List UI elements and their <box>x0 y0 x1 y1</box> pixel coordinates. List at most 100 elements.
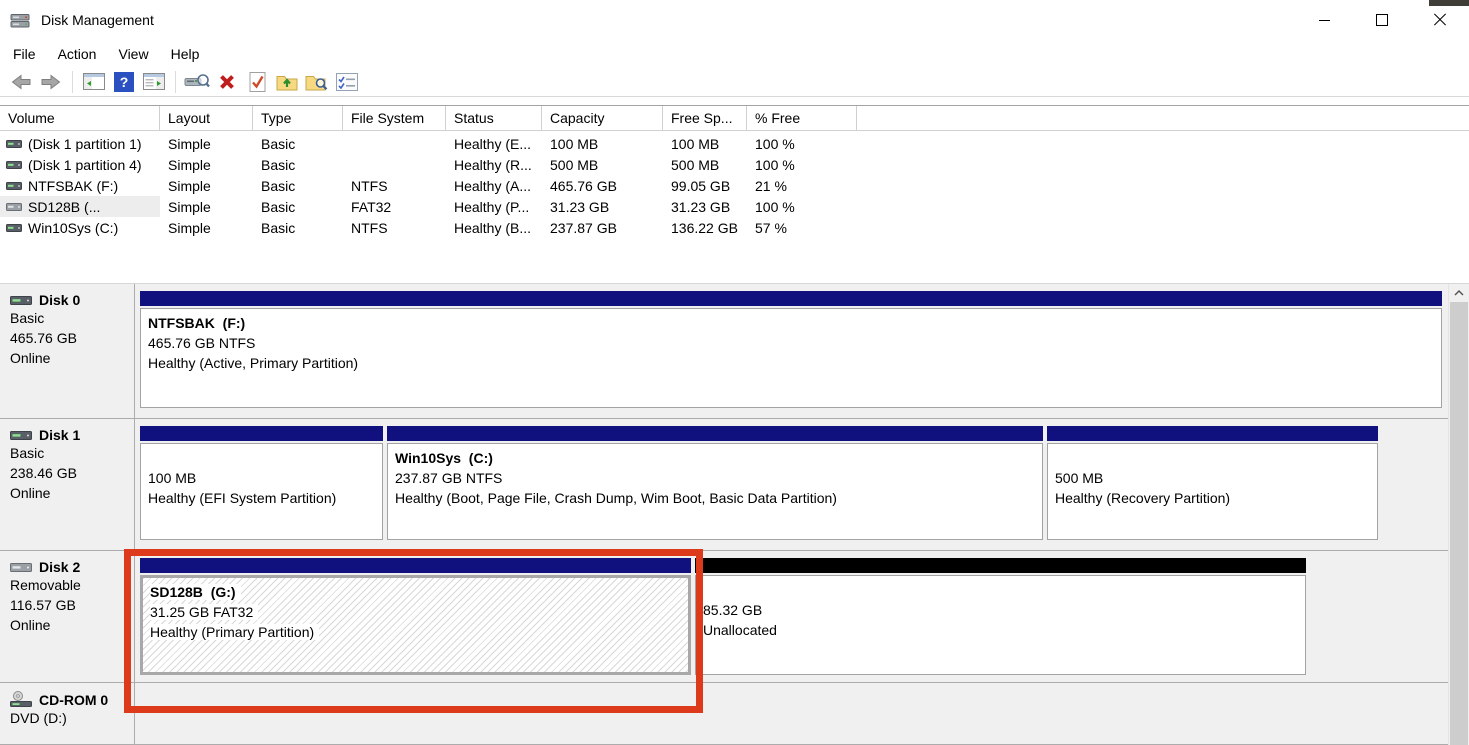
maximize-button[interactable] <box>1353 0 1411 40</box>
cell-type: Basic <box>261 156 296 173</box>
partition-status: Unallocated <box>703 622 777 638</box>
unallocated-region[interactable]: 85.32 GB Unallocated <box>695 558 1306 682</box>
cell-layout: Simple <box>168 135 211 152</box>
scroll-up-icon[interactable] <box>1449 284 1469 302</box>
disk-label[interactable]: CD-ROM 0 DVD (D:) <box>0 683 135 744</box>
partition-status: Healthy (Boot, Page File, Crash Dump, Wi… <box>395 490 837 506</box>
volume-name: SD128B (... <box>28 198 101 215</box>
disk-info-line: Basic <box>10 445 45 461</box>
menu-action[interactable]: Action <box>57 45 97 62</box>
forward-icon[interactable] <box>37 69 65 95</box>
partition-details: SD128B (G:) 31.25 GB FAT32 Healthy (Primar… <box>140 575 691 675</box>
cell-free: 136.22 GB <box>671 219 738 236</box>
menu-file[interactable]: File <box>13 45 36 62</box>
cell-layout: Simple <box>168 198 211 215</box>
partition-size: 85.32 GB <box>703 602 763 618</box>
column-header-volume[interactable]: Volume <box>0 106 160 130</box>
disk-info-line: DVD (D:) <box>10 710 67 726</box>
partition-size: 237.87 GB NTFS <box>395 470 503 486</box>
column-header-layout[interactable]: Layout <box>160 106 253 130</box>
back-icon[interactable] <box>7 69 35 95</box>
cell-capacity: 237.87 GB <box>550 219 617 236</box>
column-header-file-system[interactable]: File System <box>343 106 446 130</box>
disk-name: Disk 2 <box>39 559 81 575</box>
partition[interactable]: NTFSBAK (F:) 465.76 GB NTFS Healthy (Activ… <box>140 291 1442 418</box>
cell-pct: 100 % <box>755 198 795 215</box>
menu-help[interactable]: Help <box>170 45 200 62</box>
partition-type-bar <box>387 426 1043 441</box>
console-tree-icon[interactable] <box>80 69 108 95</box>
disk-name: Disk 0 <box>39 292 81 308</box>
folder-explore-icon[interactable] <box>303 69 331 95</box>
disk-label[interactable]: Disk 2 Removable 116.57 GB Online <box>0 551 135 682</box>
volume-icon <box>6 138 22 150</box>
volume-row[interactable]: (Disk 1 partition 1) Simple Basic Healthy (… <box>0 133 1469 154</box>
volume-name: NTFSBAK (F:) <box>28 177 119 194</box>
partition-title: Win10Sys (C:) <box>395 450 493 466</box>
volume-cell: (Disk 1 partition 1) <box>0 133 160 154</box>
partition-details: 100 MB Healthy (EFI System Partition) <box>140 443 383 540</box>
volume-row[interactable]: NTFSBAK (F:) Simple Basic NTFS Healthy (A...… <box>0 175 1469 196</box>
volume-row[interactable]: Win10Sys (C:) Simple Basic NTFS Healthy (B..… <box>0 217 1469 238</box>
menu-view[interactable]: View <box>118 45 149 62</box>
rescan-disks-icon[interactable] <box>183 69 211 95</box>
disk-row-disk-0: Disk 0 Basic 465.76 GB Online NTFSBAK (F:) 46… <box>0 284 1469 419</box>
partition[interactable]: Win10Sys (C:) 237.87 GB NTFS Healthy (Boot… <box>387 426 1043 550</box>
check-document-icon[interactable] <box>243 69 271 95</box>
disk-icon <box>10 429 32 442</box>
volume-list-rows: (Disk 1 partition 1) Simple Basic Healthy (… <box>0 133 1469 238</box>
partition-type-bar <box>140 291 1442 306</box>
partition-title: SD128B (G:) <box>150 584 688 604</box>
disk-name: CD-ROM 0 <box>39 691 109 708</box>
disk-info-line: Removable <box>10 577 81 593</box>
cell-pct: 21 % <box>755 177 787 194</box>
disk-light-icon <box>10 561 32 574</box>
disk-info-line: Online <box>10 485 51 501</box>
volume-icon <box>6 222 22 234</box>
cell-type: Basic <box>261 135 296 152</box>
column-header-status[interactable]: Status <box>446 106 542 130</box>
background-window-corner <box>1429 0 1469 6</box>
column-header-type[interactable]: Type <box>253 106 343 130</box>
volume-row[interactable]: (Disk 1 partition 4) Simple Basic Healthy (… <box>0 154 1469 175</box>
scrollbar-thumb[interactable] <box>1450 302 1468 745</box>
close-button[interactable] <box>1411 0 1469 40</box>
vertical-scrollbar[interactable] <box>1448 284 1469 745</box>
delete-icon[interactable] <box>213 69 241 95</box>
partition-status: Healthy (Active, Primary Partition) <box>148 355 359 371</box>
disk-row-cd-rom-0: CD-ROM 0 DVD (D:) <box>0 683 1469 745</box>
volume-row[interactable]: SD128B (... Simple Basic FAT32 Healthy (P...… <box>0 196 1469 217</box>
partition-details: Win10Sys (C:) 237.87 GB NTFS Healthy (Boot… <box>387 443 1043 540</box>
disk-info-line: 465.76 GB <box>10 330 77 346</box>
menu-bar: File Action View Help <box>0 40 1469 67</box>
minimize-button[interactable] <box>1295 0 1353 40</box>
partition[interactable]: 500 MB Healthy (Recovery Partition) <box>1047 426 1378 550</box>
disk-info-line: Online <box>10 350 51 366</box>
folder-up-icon[interactable] <box>273 69 301 95</box>
properties-list-icon[interactable] <box>333 69 361 95</box>
disk-info-line: Basic <box>10 310 45 326</box>
disk-row-disk-2: Disk 2 Removable 116.57 GB Online SD128B (G:… <box>0 551 1469 683</box>
cell-type: Basic <box>261 177 296 194</box>
disk-label[interactable]: Disk 1 Basic 238.46 GB Online <box>0 419 135 550</box>
partition-area: NTFSBAK (F:) 465.76 GB NTFS Healthy (Activ… <box>135 284 1442 418</box>
partition-details: 85.32 GB Unallocated <box>695 575 1306 675</box>
disk-icon <box>10 294 32 307</box>
cell-capacity: 31.23 GB <box>550 198 610 215</box>
cell-capacity: 100 MB <box>550 135 599 152</box>
partition-type-bar <box>140 558 691 573</box>
cell-status: Healthy (E... <box>454 135 532 152</box>
partition[interactable]: 100 MB Healthy (EFI System Partition) <box>140 426 383 550</box>
volume-list-header: Volume Layout Type File System Status Capacit… <box>0 105 1469 131</box>
column-header-capacity[interactable]: Capacity <box>542 106 663 130</box>
partition[interactable]: SD128B (G:) 31.25 GB FAT32 Healthy (Primar… <box>140 558 691 682</box>
disk-label[interactable]: Disk 0 Basic 465.76 GB Online <box>0 284 135 418</box>
help-icon[interactable]: ? <box>110 69 138 95</box>
column-header-free-sp-[interactable]: Free Sp... <box>663 106 747 130</box>
partition-area <box>135 683 140 744</box>
volume-icon <box>6 159 22 171</box>
partition-type-bar <box>695 558 1306 573</box>
action-pane-icon[interactable] <box>140 69 168 95</box>
partition-area: SD128B (G:) 31.25 GB FAT32 Healthy (Primar… <box>135 551 1306 682</box>
column-header--free[interactable]: % Free <box>747 106 857 130</box>
